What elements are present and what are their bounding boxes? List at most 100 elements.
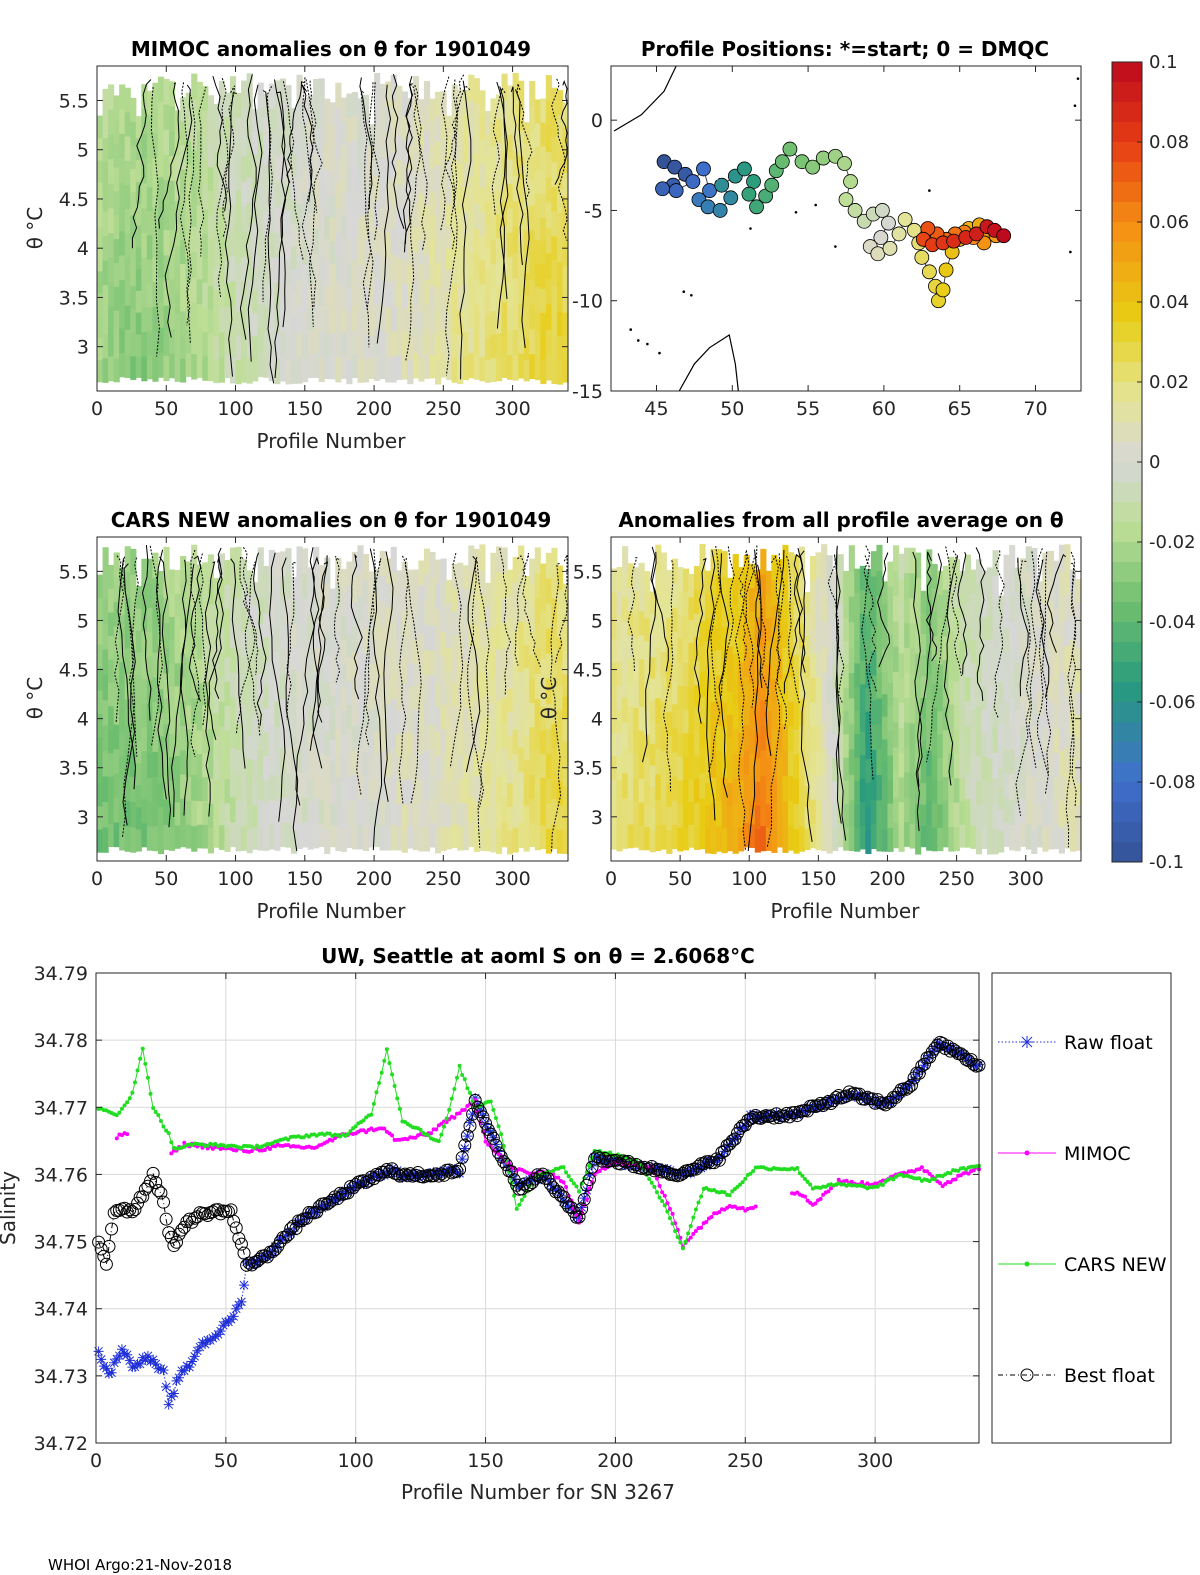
data-point [382, 1126, 387, 1131]
heatmap-cell [285, 697, 292, 724]
heatmap-cell [457, 826, 464, 851]
heatmap-cell [529, 654, 536, 680]
heatmap-cell [102, 357, 109, 383]
heatmap-cell [207, 190, 214, 215]
heatmap-cell [473, 203, 480, 230]
heatmap-cell [191, 124, 198, 151]
contour-line [117, 558, 137, 790]
heatmap-cell [534, 286, 541, 311]
heatmap-cell [191, 570, 198, 597]
heatmap-cell [141, 558, 148, 584]
heatmap-cell [611, 825, 618, 850]
heatmap-cell [876, 748, 883, 775]
heatmap-cell [407, 216, 414, 242]
heatmap-cell [699, 696, 706, 723]
heatmap-cell [257, 723, 264, 750]
heatmap-cell [440, 186, 447, 211]
heatmap-cell [837, 676, 844, 702]
heatmap-cell [108, 133, 115, 160]
heatmap-cell [540, 611, 547, 636]
heatmap-cell [407, 708, 414, 733]
heatmap-cell [953, 704, 960, 730]
heatmap-cell [540, 98, 547, 123]
heatmap-cell [296, 357, 303, 384]
heatmap-cell [307, 755, 314, 780]
heatmap-cell [484, 828, 492, 852]
heatmap-cell [174, 732, 181, 757]
heatmap-cell [329, 653, 336, 676]
heatmap-cell [1064, 620, 1071, 647]
data-point [780, 1106, 794, 1120]
heatmap-cell [97, 359, 104, 383]
heatmap-cell [368, 571, 375, 595]
heatmap-cell [207, 753, 214, 779]
heatmap-cell [893, 746, 900, 773]
heatmap-cell [235, 597, 242, 624]
heatmap-cell [810, 628, 817, 654]
heatmap-cell [423, 204, 431, 231]
heatmap-cell [876, 570, 883, 597]
island-dot [1076, 77, 1080, 80]
heatmap-cell [540, 359, 547, 385]
heatmap-cell [296, 772, 303, 799]
data-point [764, 1109, 778, 1123]
data-point [227, 1214, 241, 1228]
heatmap-cell [202, 86, 209, 112]
heatmap-cell [660, 651, 667, 677]
data-point [479, 1116, 493, 1130]
heatmap-cell [351, 799, 359, 825]
data-point [688, 1224, 693, 1229]
data-point [715, 1145, 729, 1159]
heatmap-cell [1047, 774, 1054, 800]
heatmap-cell [335, 752, 342, 778]
colorbar-segment [1112, 162, 1142, 183]
heatmap-cell [512, 354, 519, 381]
heatmap-cell [263, 282, 270, 307]
heatmap-cell [793, 828, 800, 854]
contour-line [128, 557, 139, 757]
heatmap-cell [152, 602, 159, 628]
heatmap-cell [213, 243, 220, 268]
data-point [693, 1229, 698, 1234]
heatmap-cell [102, 775, 109, 802]
heatmap-cell [102, 88, 109, 114]
heatmap-cell [468, 771, 475, 797]
heatmap-cell [407, 193, 414, 218]
heatmap-cell [235, 262, 242, 288]
heatmap-cell [274, 825, 281, 851]
contour-line [405, 84, 421, 361]
heatmap-cell [141, 750, 148, 776]
contour-line [301, 84, 314, 202]
heatmap-cell [346, 680, 353, 706]
heatmap-cell [898, 702, 905, 728]
heatmap-cell [893, 696, 900, 723]
heatmap-cell [529, 180, 536, 206]
heatmap-cell [418, 193, 425, 218]
heatmap-cell [218, 824, 226, 850]
contour-line [1068, 551, 1077, 807]
heatmap-cell [351, 282, 359, 307]
heatmap-cell [374, 252, 381, 279]
heatmap-cell [859, 636, 866, 661]
heatmap-cell [705, 758, 712, 783]
heatmap-cell [893, 570, 900, 597]
heatmap-cell [318, 154, 325, 180]
heatmap-cell [418, 729, 425, 755]
heatmap-cell [987, 734, 994, 759]
data-point [501, 1144, 506, 1149]
heatmap-cell [523, 316, 530, 339]
heatmap-cell [507, 640, 514, 666]
heatmap-cell [407, 616, 414, 640]
data-point [436, 1139, 441, 1144]
heatmap-cell [975, 608, 983, 634]
heatmap-cell [374, 98, 381, 125]
heatmap-cell [837, 554, 844, 580]
heatmap-cell [191, 302, 198, 329]
heatmap-cell [677, 756, 684, 781]
data-point [540, 1170, 551, 1181]
heatmap-cell [799, 800, 806, 827]
heatmap-cell [501, 99, 508, 125]
heatmap-cell [551, 773, 558, 799]
heatmap-cell [611, 732, 618, 757]
x-tick-label: 100 [731, 868, 767, 890]
